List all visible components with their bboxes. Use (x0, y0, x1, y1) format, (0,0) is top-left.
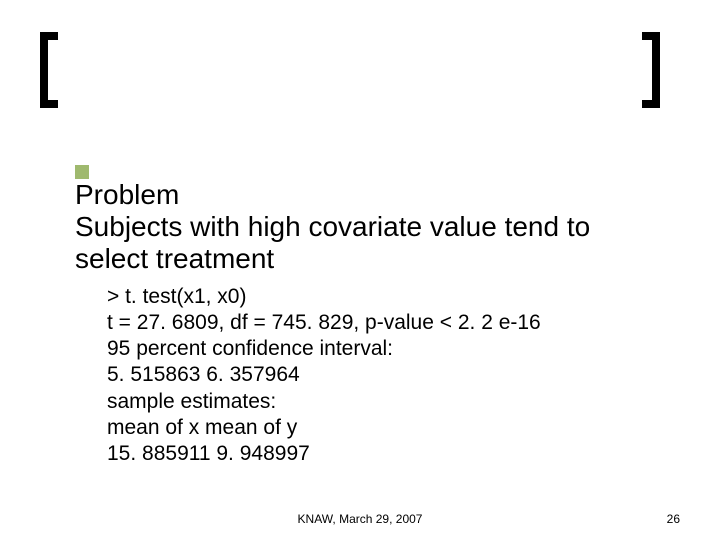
bullet-icon (75, 165, 89, 179)
code-output: > t. test(x1, x0) t = 27. 6809, df = 745… (107, 284, 660, 468)
main-text-block: Problem Subjects with high covariate val… (75, 179, 625, 276)
code-line-1: > t. test(x1, x0) (107, 284, 660, 310)
footer-date: KNAW, March 29, 2007 (298, 512, 423, 526)
code-line-6: mean of x mean of y (107, 415, 660, 441)
code-line-3: 95 percent confidence interval: (107, 336, 660, 362)
code-line-4: 5. 515863 6. 357964 (107, 362, 660, 388)
code-line-7: 15. 885911 9. 948997 (107, 441, 660, 467)
heading-line2: Subjects with high covariate value tend … (75, 211, 625, 275)
slide-content: Problem Subjects with high covariate val… (75, 155, 660, 467)
code-line-2: t = 27. 6809, df = 745. 829, p-value < 2… (107, 310, 660, 336)
heading-line1: Problem (75, 179, 625, 211)
title-bracket-left (40, 32, 58, 108)
title-bracket-right (642, 32, 660, 108)
code-line-5: sample estimates: (107, 389, 660, 415)
footer-page-number: 26 (667, 512, 680, 526)
